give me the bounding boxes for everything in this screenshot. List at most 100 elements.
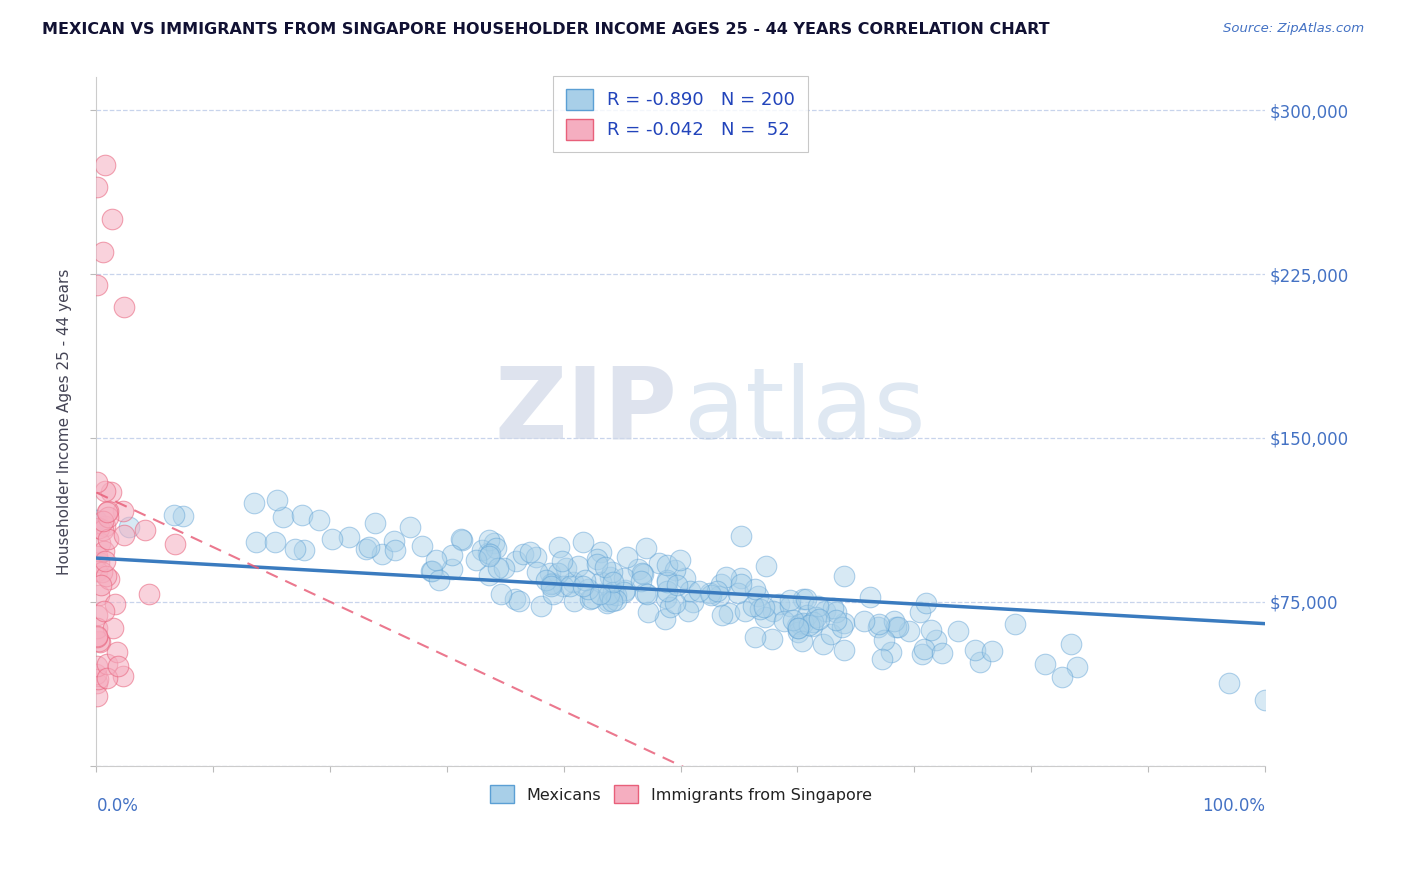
Point	[399, 519, 422, 533]
Text: MEXICAN VS IMMIGRANTS FROM SINGAPORE HOUSEHOLDER INCOME AGES 25 - 44 YEARS CORRE: MEXICAN VS IMMIGRANTS FROM SINGAPORE HOU…	[42, 22, 1050, 37]
Point	[551, 579, 574, 593]
Point	[118, 520, 141, 534]
Point	[600, 594, 623, 608]
Point	[880, 645, 903, 659]
Point	[664, 563, 686, 577]
Point	[354, 541, 377, 556]
Point	[755, 558, 778, 573]
Point	[782, 613, 804, 627]
Point	[540, 579, 562, 593]
Point	[630, 574, 652, 588]
Point	[86, 513, 108, 527]
Point	[478, 547, 501, 561]
Point	[541, 587, 564, 601]
Point	[567, 559, 589, 574]
Point	[730, 577, 752, 591]
Point	[792, 615, 814, 630]
Point	[411, 539, 433, 553]
Point	[627, 562, 650, 576]
Point	[655, 574, 678, 588]
Point	[441, 562, 464, 576]
Point	[727, 586, 749, 600]
Point	[107, 659, 129, 673]
Point	[89, 634, 111, 648]
Point	[103, 621, 125, 635]
Point	[572, 535, 595, 549]
Point	[86, 179, 108, 194]
Point	[631, 566, 654, 581]
Point	[790, 633, 813, 648]
Point	[598, 587, 620, 601]
Point	[931, 647, 953, 661]
Point	[706, 584, 728, 599]
Point	[754, 599, 776, 614]
Point	[612, 571, 634, 585]
Point	[112, 504, 135, 518]
Point	[744, 630, 766, 644]
Point	[425, 553, 447, 567]
Point	[97, 503, 120, 517]
Point	[787, 621, 810, 635]
Point	[659, 600, 682, 615]
Point	[86, 475, 108, 489]
Point	[86, 630, 108, 644]
Point	[586, 551, 609, 566]
Point	[578, 592, 600, 607]
Point	[1004, 617, 1026, 632]
Point	[825, 613, 848, 627]
Point	[264, 534, 287, 549]
Point	[831, 620, 853, 634]
Point	[485, 541, 508, 556]
Point	[754, 609, 776, 624]
Point	[86, 564, 108, 578]
Point	[363, 516, 385, 531]
Point	[524, 549, 547, 564]
Point	[655, 591, 678, 605]
Point	[598, 594, 620, 608]
Point	[441, 548, 464, 562]
Point	[87, 672, 110, 686]
Point	[742, 599, 765, 614]
Point	[574, 573, 596, 587]
Point	[100, 484, 122, 499]
Point	[630, 566, 652, 580]
Point	[868, 620, 890, 634]
Point	[614, 583, 637, 598]
Text: ZIP: ZIP	[495, 363, 678, 459]
Point	[654, 612, 676, 626]
Point	[946, 624, 969, 638]
Point	[451, 533, 474, 548]
Point	[887, 620, 910, 634]
Point	[96, 671, 118, 685]
Point	[679, 583, 702, 598]
Point	[883, 614, 905, 628]
Point	[292, 543, 315, 558]
Point	[503, 592, 526, 607]
Point	[730, 571, 752, 585]
Point	[792, 591, 814, 606]
Point	[427, 573, 450, 587]
Point	[634, 541, 657, 556]
Point	[873, 632, 896, 647]
Point	[321, 532, 343, 546]
Point	[572, 579, 595, 593]
Point	[908, 605, 931, 619]
Point	[634, 586, 657, 600]
Text: atlas: atlas	[685, 363, 925, 459]
Point	[266, 493, 288, 508]
Point	[245, 534, 267, 549]
Point	[768, 597, 790, 611]
Point	[86, 659, 108, 673]
Point	[477, 567, 499, 582]
Point	[93, 544, 115, 558]
Point	[859, 590, 882, 604]
Point	[134, 523, 156, 537]
Text: Source: ZipAtlas.com: Source: ZipAtlas.com	[1223, 22, 1364, 36]
Point	[969, 655, 991, 669]
Point	[548, 541, 571, 555]
Point	[688, 584, 710, 599]
Point	[823, 601, 845, 615]
Point	[801, 615, 824, 630]
Point	[779, 593, 801, 607]
Point	[981, 643, 1004, 657]
